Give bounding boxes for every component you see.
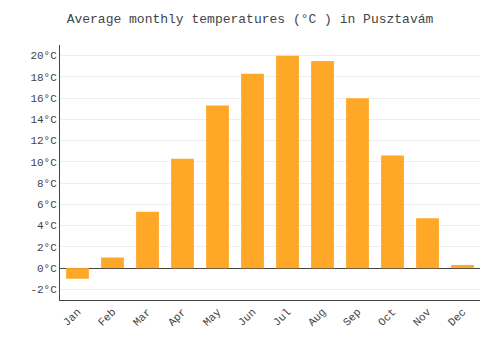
svg-text:Jul: Jul <box>271 306 293 328</box>
svg-text:16°C: 16°C <box>30 93 57 105</box>
svg-text:Jun: Jun <box>236 306 258 328</box>
svg-text:18°C: 18°C <box>30 72 57 84</box>
svg-text:-2°C: -2°C <box>30 284 57 296</box>
svg-text:6°C: 6°C <box>37 199 57 211</box>
svg-text:2°C: 2°C <box>37 242 57 254</box>
svg-text:Dec: Dec <box>446 306 468 328</box>
svg-text:Average monthly temperatures (: Average monthly temperatures (°C ) in Pu… <box>67 12 434 27</box>
svg-text:Sep: Sep <box>341 306 363 328</box>
svg-text:May: May <box>201 306 224 329</box>
svg-text:Oct: Oct <box>376 306 398 328</box>
svg-text:0°C: 0°C <box>37 263 57 275</box>
svg-text:12°C: 12°C <box>30 135 57 147</box>
svg-text:20°C: 20°C <box>30 50 57 62</box>
svg-text:Nov: Nov <box>411 306 434 329</box>
svg-text:Aug: Aug <box>306 306 328 328</box>
svg-text:4°C: 4°C <box>37 220 57 232</box>
svg-text:14°C: 14°C <box>30 114 57 126</box>
svg-text:Apr: Apr <box>166 306 188 328</box>
svg-text:Mar: Mar <box>131 306 153 328</box>
svg-text:Jan: Jan <box>61 306 83 328</box>
svg-text:Feb: Feb <box>96 306 118 328</box>
svg-text:10°C: 10°C <box>30 157 57 169</box>
svg-text:8°C: 8°C <box>37 178 57 190</box>
